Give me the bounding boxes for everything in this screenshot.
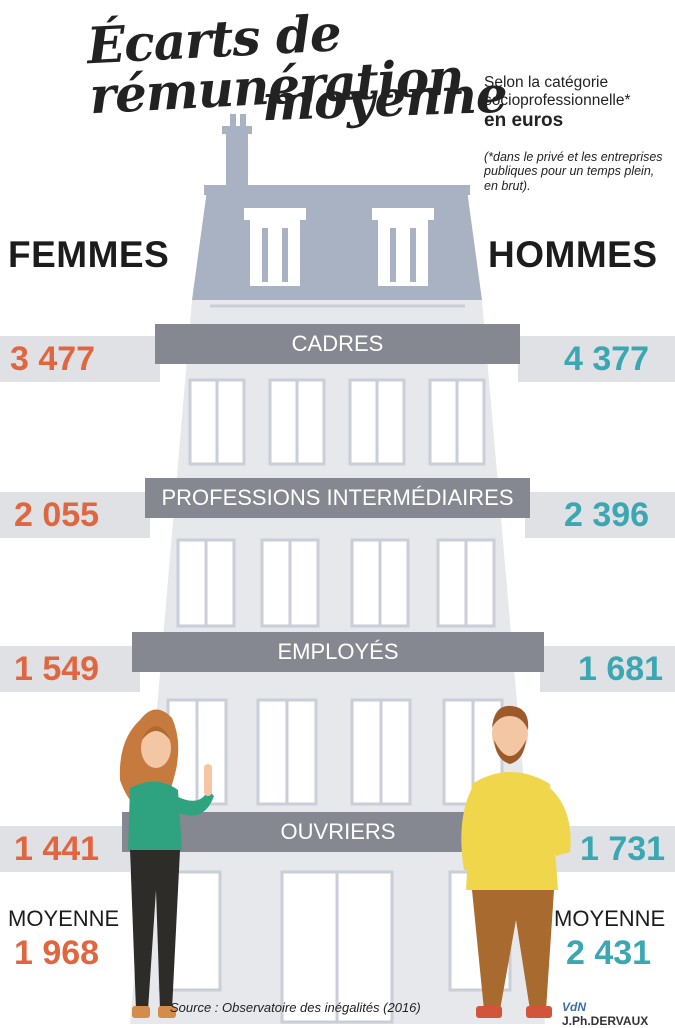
page-title-line2: moyenne xyxy=(261,64,508,133)
women-band xyxy=(0,826,130,872)
men-band xyxy=(540,646,675,692)
women-header: FEMMES xyxy=(8,234,170,275)
publisher-logo: VdN xyxy=(562,1000,586,1014)
woman-illustration xyxy=(119,709,214,1018)
unit-label: en euros xyxy=(484,109,564,131)
men-band xyxy=(518,336,675,382)
men-header: HOMMES xyxy=(488,234,658,275)
men-value-employes: 1 681 xyxy=(578,650,664,688)
women-value-employes: 1 549 xyxy=(14,650,100,688)
man-illustration xyxy=(461,705,571,1018)
women-value-cadres: 3 477 xyxy=(10,340,96,378)
men-average-value: 2 431 xyxy=(566,934,652,972)
men-value-intermediaires: 2 396 xyxy=(564,496,650,534)
men-band xyxy=(525,492,675,538)
subtitle-line2: socioprofessionnelle* xyxy=(484,91,631,109)
subtitle-line1: Selon la catégorie xyxy=(484,74,609,91)
footnote: (*dans le privé et les entreprises publi… xyxy=(484,150,663,193)
author-name: J.Ph.DERVAUX xyxy=(562,1014,649,1028)
women-average-value: 1 968 xyxy=(14,934,100,972)
men-value-ouvriers: 1 731 xyxy=(580,830,666,868)
subtitle: Selon la catégorie socioprofessionnelle*… xyxy=(484,74,630,131)
men-average-label: MOYENNE xyxy=(554,906,666,931)
women-value-ouvriers: 1 441 xyxy=(14,830,100,868)
women-average-label: MOYENNE xyxy=(8,906,120,931)
women-band xyxy=(0,336,160,382)
category-label-cadres: CADRES xyxy=(155,324,520,364)
men-value-cadres: 4 377 xyxy=(564,340,650,378)
women-band xyxy=(0,492,150,538)
women-band xyxy=(0,646,140,692)
category-label-employes: EMPLOYÉS xyxy=(132,632,544,672)
source-note: Source : Observatoire des inégalités (20… xyxy=(170,1000,421,1015)
women-value-intermediaires: 2 055 xyxy=(14,496,100,534)
category-label-intermediaires: PROFESSIONS INTERMÉDIAIRES xyxy=(145,478,530,518)
